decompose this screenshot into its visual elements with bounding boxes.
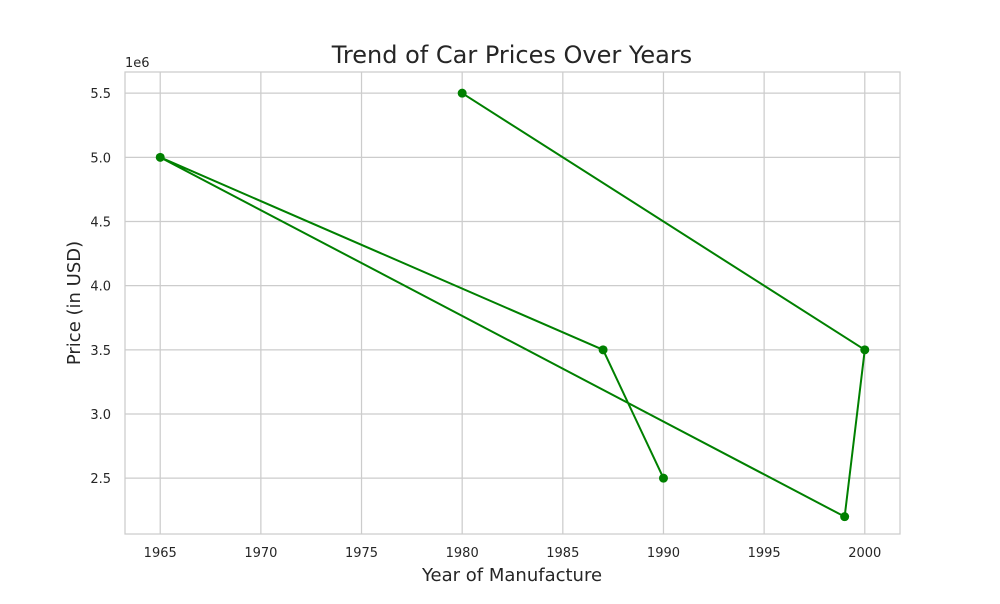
plot-area	[125, 72, 900, 534]
y-tick-label: 3.0	[90, 408, 111, 423]
y-axis-offset-label: 1e6	[125, 56, 150, 71]
y-axis-title: Price (in USD)	[64, 241, 85, 365]
y-tick-label: 4.0	[90, 280, 111, 295]
x-tick-label: 1995	[748, 546, 781, 561]
y-tick-label: 4.5	[90, 216, 111, 231]
grid-lines	[125, 72, 900, 534]
data-point-marker	[457, 88, 467, 98]
x-axis-title: Year of Manufacture	[421, 565, 602, 586]
plot-frame	[124, 71, 901, 535]
x-tick-label: 1975	[345, 546, 378, 561]
data-point-marker	[658, 473, 668, 483]
x-tick-label: 1985	[546, 546, 579, 561]
x-tick-label: 1965	[144, 546, 177, 561]
y-tick-label: 2.5	[90, 472, 111, 487]
data-point-marker	[155, 152, 165, 162]
x-tick-labels: 1965 1970 1975 1980 1985 1990 1995 2000	[144, 546, 882, 561]
data-point-marker	[860, 345, 870, 355]
y-tick-label: 3.5	[90, 344, 111, 359]
x-tick-label: 1980	[446, 546, 479, 561]
data-point-marker	[598, 345, 608, 355]
price-trend-line	[159, 92, 866, 518]
y-tick-labels: 2.5 3.0 3.5 4.0 4.5 5.0 5.5	[90, 87, 111, 487]
chart-title: Trend of Car Prices Over Years	[331, 41, 692, 69]
data-point-marker	[840, 512, 850, 522]
x-tick-label: 2000	[848, 546, 881, 561]
y-tick-label: 5.5	[90, 87, 111, 102]
series-group	[155, 88, 870, 522]
x-tick-label: 1990	[647, 546, 680, 561]
y-tick-label: 5.0	[90, 151, 111, 166]
x-tick-label: 1970	[244, 546, 277, 561]
